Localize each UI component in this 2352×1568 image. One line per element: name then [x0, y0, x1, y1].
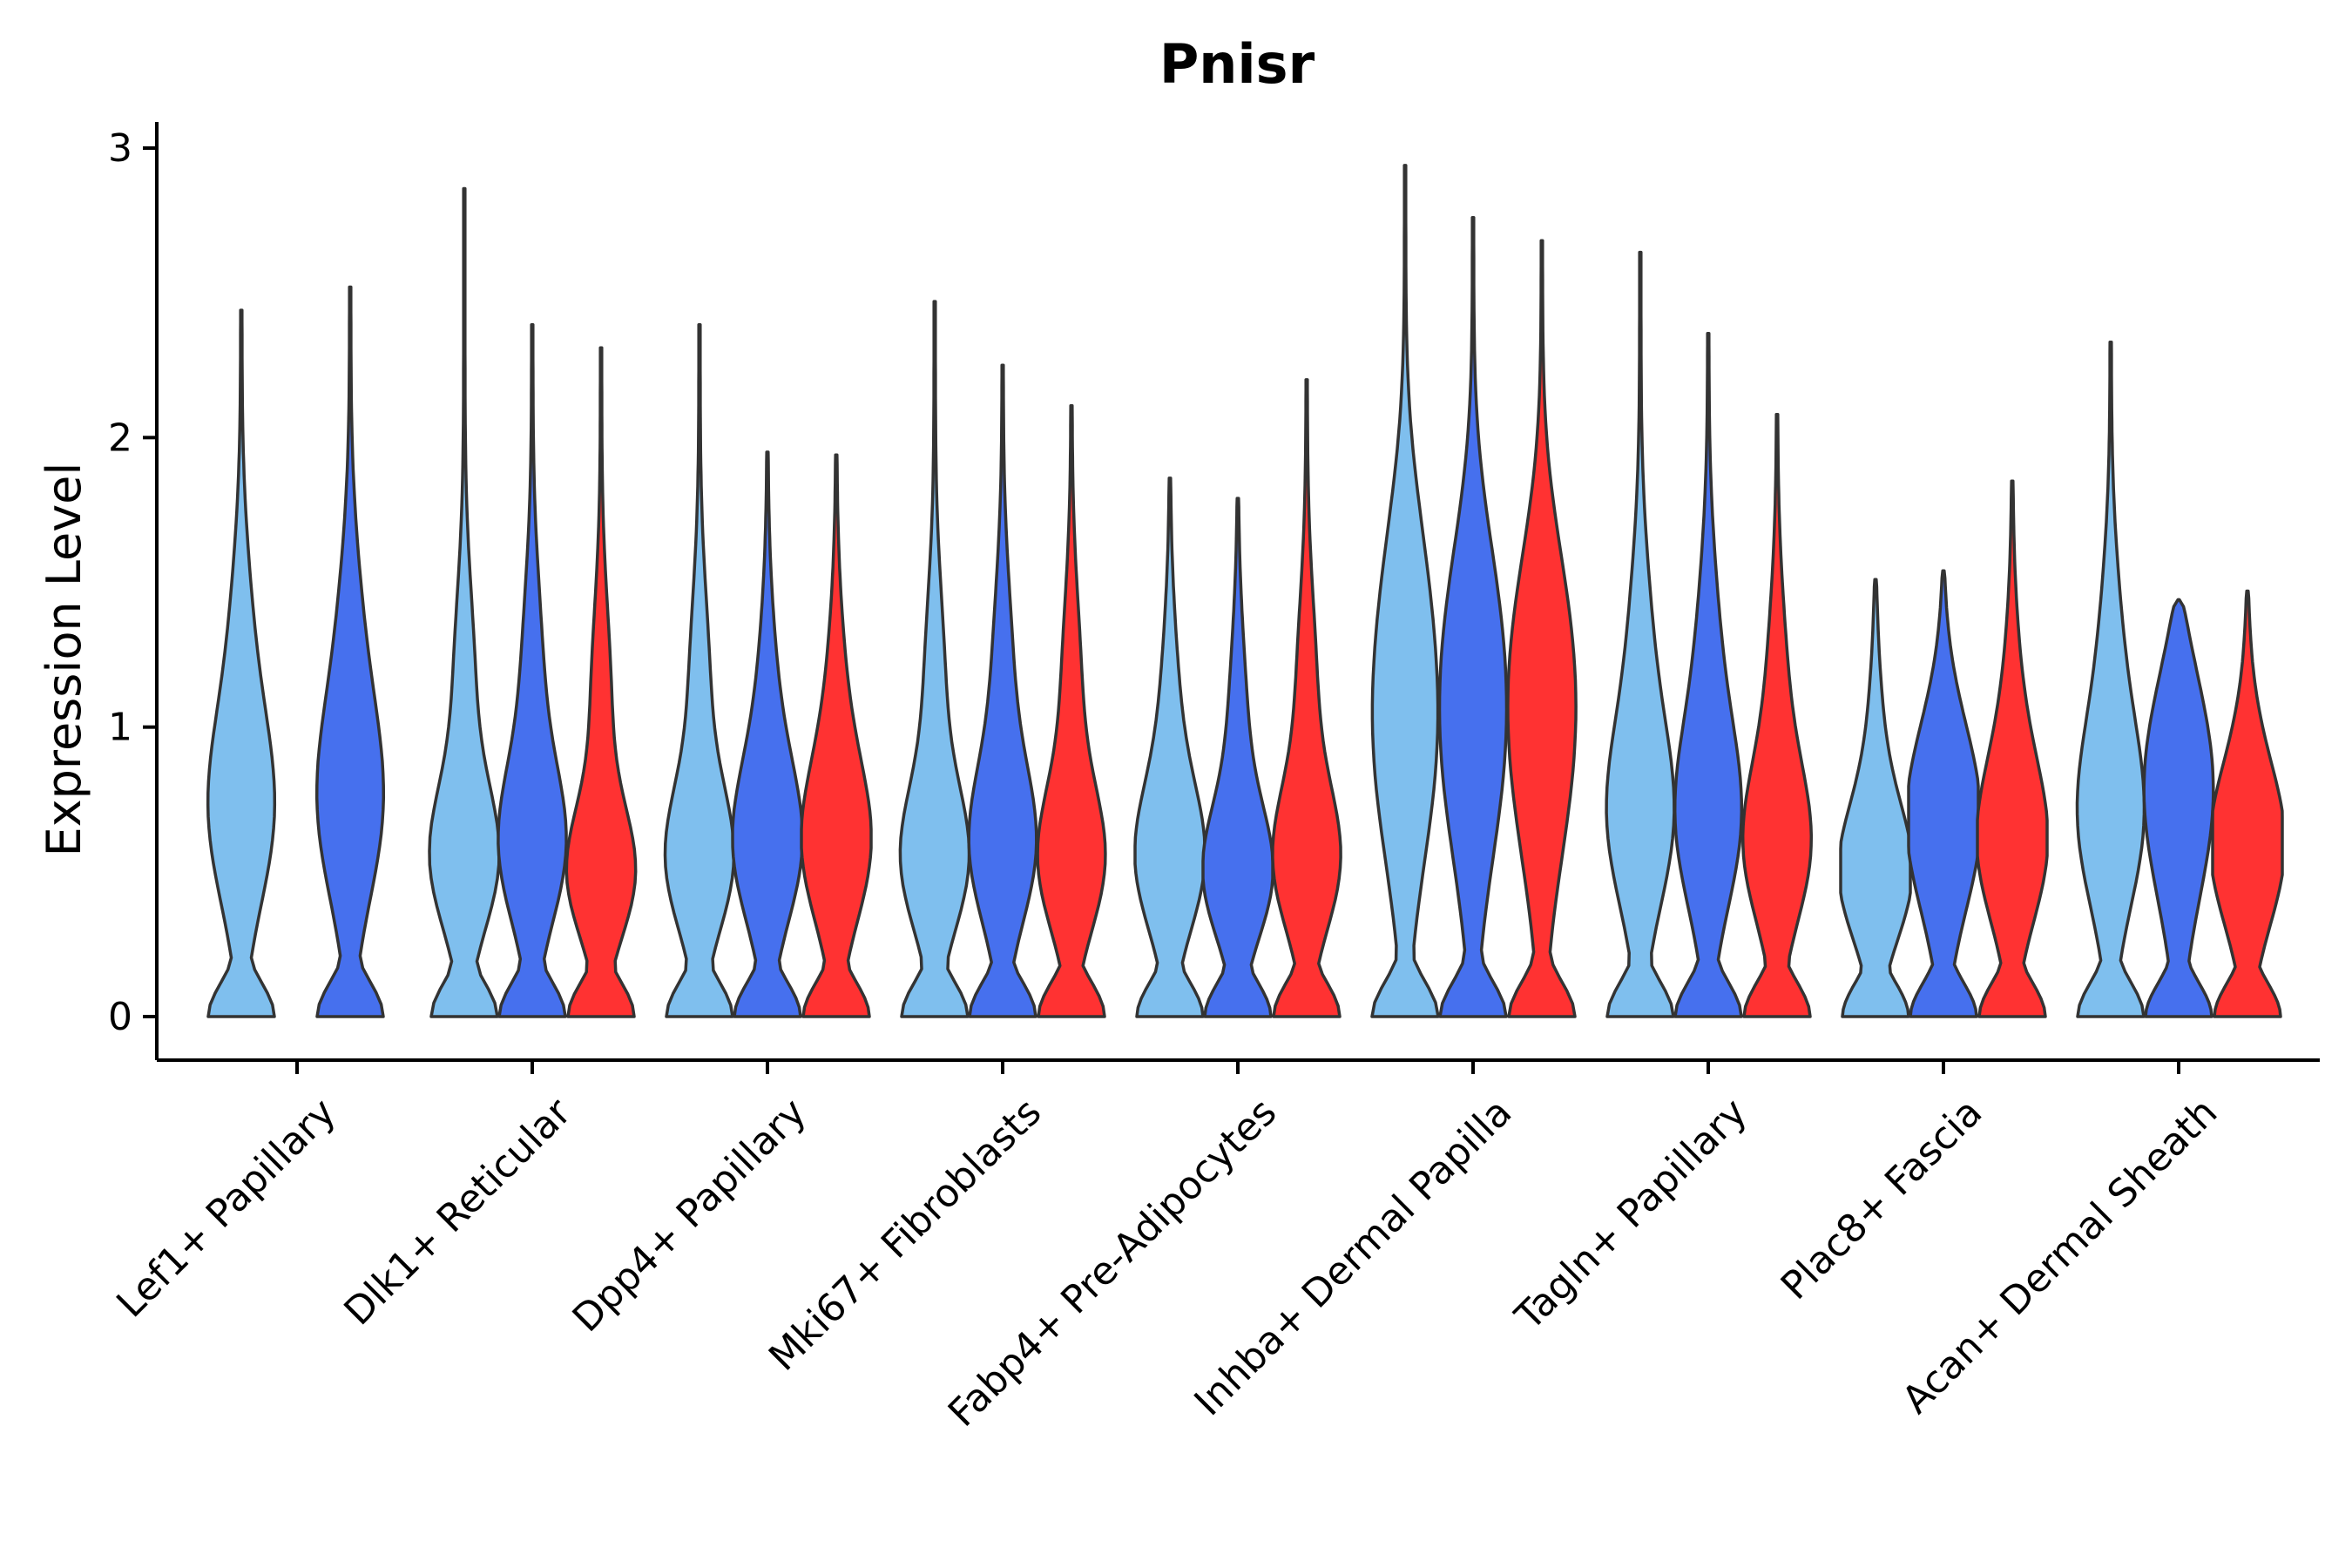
- x-tick-label: Lef1+ Papillary: [108, 1090, 344, 1326]
- plot-area: [206, 164, 2284, 1018]
- violin-dpp4-papillary-2: [800, 453, 873, 1018]
- violin-mki67-fibroblasts-1: [967, 363, 1038, 1018]
- violin-lef1-papillary-0: [206, 308, 277, 1018]
- y-axis-label: Expression Level: [37, 463, 91, 857]
- x-tick-label: Tagln+ Papillary: [1506, 1090, 1755, 1339]
- violin-tagln-papillary-2: [1740, 412, 1814, 1018]
- violin-dpp4-papillary-0: [663, 322, 736, 1018]
- violin-lef1-papillary-1: [314, 285, 386, 1018]
- violin-inhba-dermal-papilla-2: [1506, 239, 1578, 1018]
- violin-fabp4-pre-adipocytes-0: [1133, 476, 1206, 1018]
- violin-acan-dermal-sheath-1: [2142, 598, 2215, 1018]
- x-tick-label: Plac8+ Fascia: [1773, 1090, 1991, 1308]
- y-tick-label: 3: [108, 126, 132, 171]
- violin-tagln-papillary-0: [1605, 250, 1676, 1018]
- violin-acan-dermal-sheath-0: [2075, 340, 2146, 1018]
- violin-dlk1-reticular-2: [564, 346, 638, 1018]
- violin-plac8-fascia-2: [1976, 479, 2049, 1018]
- chart-title: Pnisr: [1159, 32, 1315, 96]
- violin-fabp4-pre-adipocytes-1: [1201, 497, 1274, 1018]
- violin-dlk1-reticular-1: [497, 322, 568, 1018]
- violin-plac8-fascia-0: [1839, 578, 1912, 1018]
- violin-dpp4-papillary-1: [731, 450, 804, 1018]
- x-tick-label: Dlk1+ Reticular: [335, 1090, 580, 1335]
- violin-fabp4-pre-adipocytes-2: [1271, 378, 1342, 1018]
- violin-mki67-fibroblasts-2: [1036, 404, 1107, 1018]
- violin-dlk1-reticular-0: [428, 186, 501, 1018]
- y-tick-label: 1: [108, 706, 132, 750]
- y-tick-label: 0: [108, 995, 132, 1039]
- violin-inhba-dermal-papilla-1: [1437, 216, 1509, 1018]
- violin-inhba-dermal-papilla-0: [1370, 164, 1440, 1018]
- violin-mki67-fibroblasts-0: [898, 300, 971, 1018]
- y-tick-label: 2: [108, 416, 132, 460]
- x-tick-label: Dpp4+ Papillary: [564, 1090, 815, 1341]
- violin-plac8-fascia-1: [1907, 569, 1980, 1018]
- violin-tagln-papillary-1: [1673, 331, 1744, 1018]
- violin-acan-dermal-sheath-2: [2211, 589, 2284, 1018]
- y-axis-ticks: 0 1 2 3: [108, 126, 157, 1039]
